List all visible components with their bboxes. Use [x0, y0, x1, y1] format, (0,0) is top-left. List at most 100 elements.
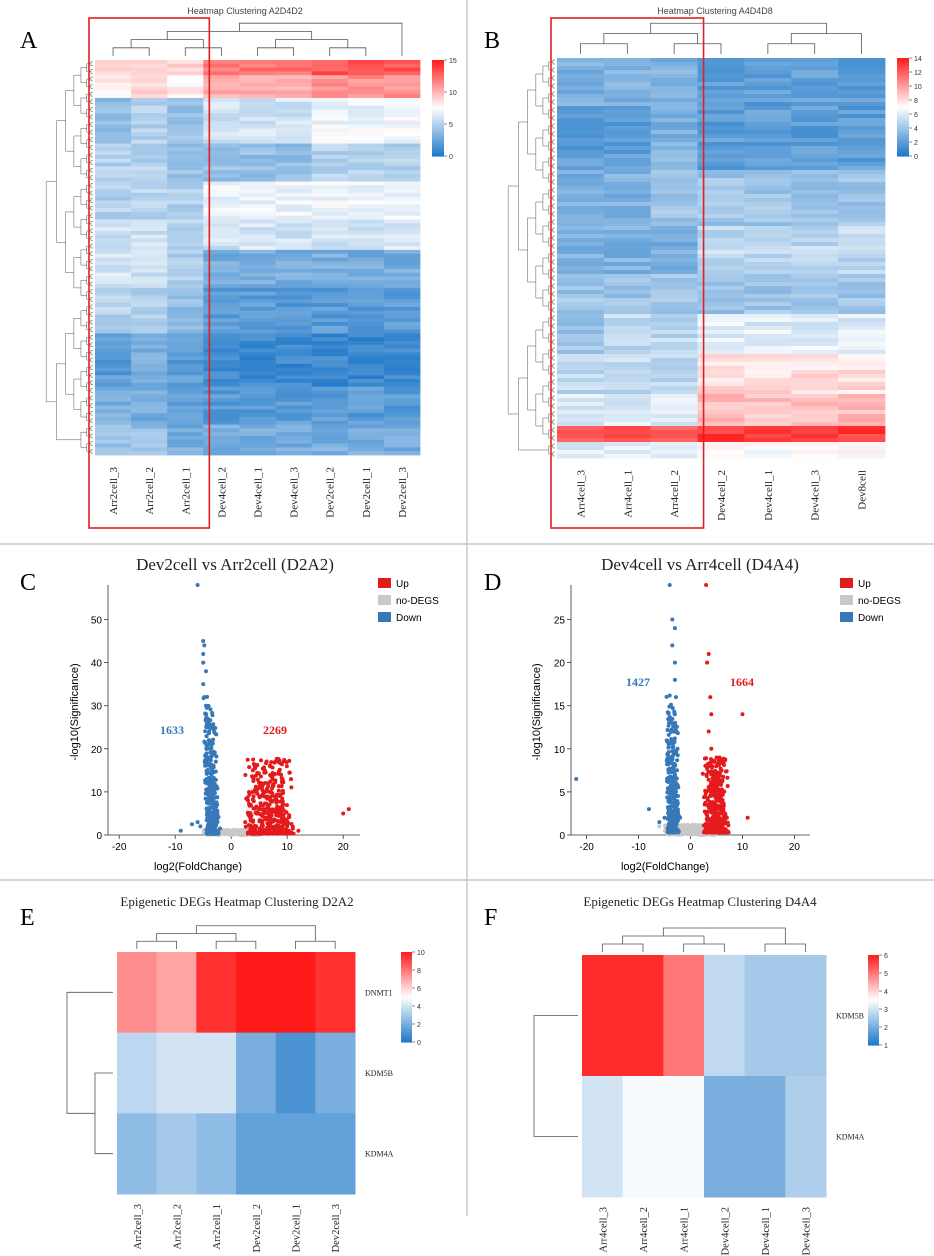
chart-a-cell	[167, 325, 204, 331]
chart-d-up-point	[704, 756, 709, 761]
legend-down-label: Down	[858, 613, 884, 624]
chart-a-cell	[275, 189, 313, 194]
chart-b-cell	[838, 134, 886, 139]
chart-c-up-point	[289, 777, 294, 782]
chart-b-cell	[557, 294, 605, 299]
chart-a-cell	[383, 86, 421, 91]
chart-a-row-dendrogram-branch	[80, 67, 87, 84]
chart-a-cell	[275, 78, 313, 84]
chart-a-cell	[311, 196, 349, 201]
chart-b-cell	[697, 382, 745, 387]
chart-e-colorbar-segment	[401, 1030, 412, 1034]
chart-c-legend: Up no-DEGS Down	[378, 578, 439, 624]
chart-b-cell	[697, 146, 745, 151]
chart-c-up-point	[276, 784, 281, 789]
chart-b-row-dendrogram-branch	[542, 129, 549, 147]
chart-a-colorbar-segment	[432, 108, 444, 111]
chart-b-cell	[697, 270, 745, 275]
chart-b-cell	[557, 382, 605, 387]
chart-d-down-point	[669, 795, 674, 800]
chart-b-cell	[838, 338, 886, 343]
chart-b-cell	[744, 414, 792, 419]
chart-f-colorbar-segment	[868, 957, 879, 961]
chart-c-up-point	[262, 768, 267, 773]
chart-a-cell	[239, 192, 276, 198]
chart-a-cell	[95, 303, 132, 308]
chart-a-cell	[203, 257, 240, 262]
chart-a-cell	[311, 173, 349, 179]
chart-a-cell	[167, 101, 204, 106]
chart-a-cell	[239, 230, 276, 236]
chart-f-colorbar-segment	[868, 959, 879, 963]
chart-b-cell	[650, 430, 698, 435]
chart-b-cell	[697, 390, 745, 395]
chart-d-up-point	[710, 822, 715, 827]
chart-a-cell	[347, 109, 385, 114]
chart-c-down-point	[211, 789, 216, 794]
chart-b-cell	[557, 206, 605, 211]
chart-b-cell	[791, 246, 839, 251]
chart-b-cell	[557, 118, 605, 123]
chart-a-cell	[275, 272, 313, 277]
chart-a-cell	[167, 306, 204, 312]
chart-b-cell	[744, 118, 792, 123]
chart-b-cell	[697, 422, 745, 427]
chart-a-cell	[383, 337, 421, 342]
chart-b-cell	[557, 218, 605, 223]
chart-a-cell	[383, 132, 421, 137]
chart-a-cell	[131, 363, 168, 369]
chart-a-cell	[131, 234, 168, 239]
chart-b-cell	[603, 394, 652, 399]
chart-a-cell	[311, 341, 349, 346]
chart-a-cell	[383, 78, 421, 84]
chart-a-row-dendrogram-branch	[45, 181, 57, 403]
chart-a-cell	[167, 341, 204, 346]
chart-b-cell	[697, 86, 745, 91]
chart-a-cell	[275, 306, 313, 312]
chart-a-cell	[347, 196, 385, 201]
chart-b-cell	[697, 234, 745, 239]
chart-b-cell	[697, 214, 745, 219]
chart-a-cell	[131, 268, 168, 274]
chart-a-cell	[347, 329, 385, 334]
chart-b-cell	[744, 74, 792, 79]
chart-c-down-point	[202, 695, 207, 700]
chart-d-down-point	[671, 803, 676, 808]
chart-a-cell	[203, 227, 240, 232]
chart-b-cell	[744, 290, 792, 295]
chart-b-cell	[791, 386, 839, 391]
chart-b-cell	[838, 334, 886, 339]
chart-b-cell	[838, 154, 886, 159]
chart-a-cell	[275, 116, 313, 122]
chart-a-cell	[347, 257, 385, 262]
chart-a-cell	[311, 78, 349, 84]
chart-d-down-point	[675, 758, 680, 763]
chart-b-cell	[838, 226, 886, 231]
chart-a-cell	[95, 154, 132, 160]
chart-a-cell	[311, 401, 349, 407]
chart-a-cell	[95, 280, 132, 285]
chart-a-cell	[131, 185, 168, 190]
chart-a-cell	[239, 208, 276, 213]
chart-b-cell	[557, 62, 605, 67]
chart-b-row-dendrogram-branch	[552, 59, 555, 65]
chart-b-cell	[838, 402, 886, 407]
chart-a-cell	[239, 162, 276, 167]
chart-a-cell	[167, 147, 204, 152]
chart-b-colorbar-tick-label: 10	[914, 84, 922, 91]
chart-d-up-point	[709, 807, 714, 812]
chart-a-cell	[95, 143, 132, 148]
chart-a-cell	[167, 128, 204, 133]
chart-c-up-point	[260, 819, 265, 824]
chart-a-cell	[131, 116, 168, 122]
chart-a-row-dendrogram-branch	[90, 319, 93, 325]
chart-d-down-point	[665, 727, 670, 732]
chart-a-cell	[239, 82, 276, 87]
chart-b-cell	[838, 78, 886, 83]
chart-a-row-dendrogram-branch	[90, 297, 93, 302]
chart-b-cell	[838, 230, 886, 235]
chart-b-cell	[838, 410, 886, 415]
chart-d-down-point	[672, 660, 677, 665]
chart-b-cell	[697, 210, 745, 215]
chart-b-cell	[744, 150, 792, 155]
